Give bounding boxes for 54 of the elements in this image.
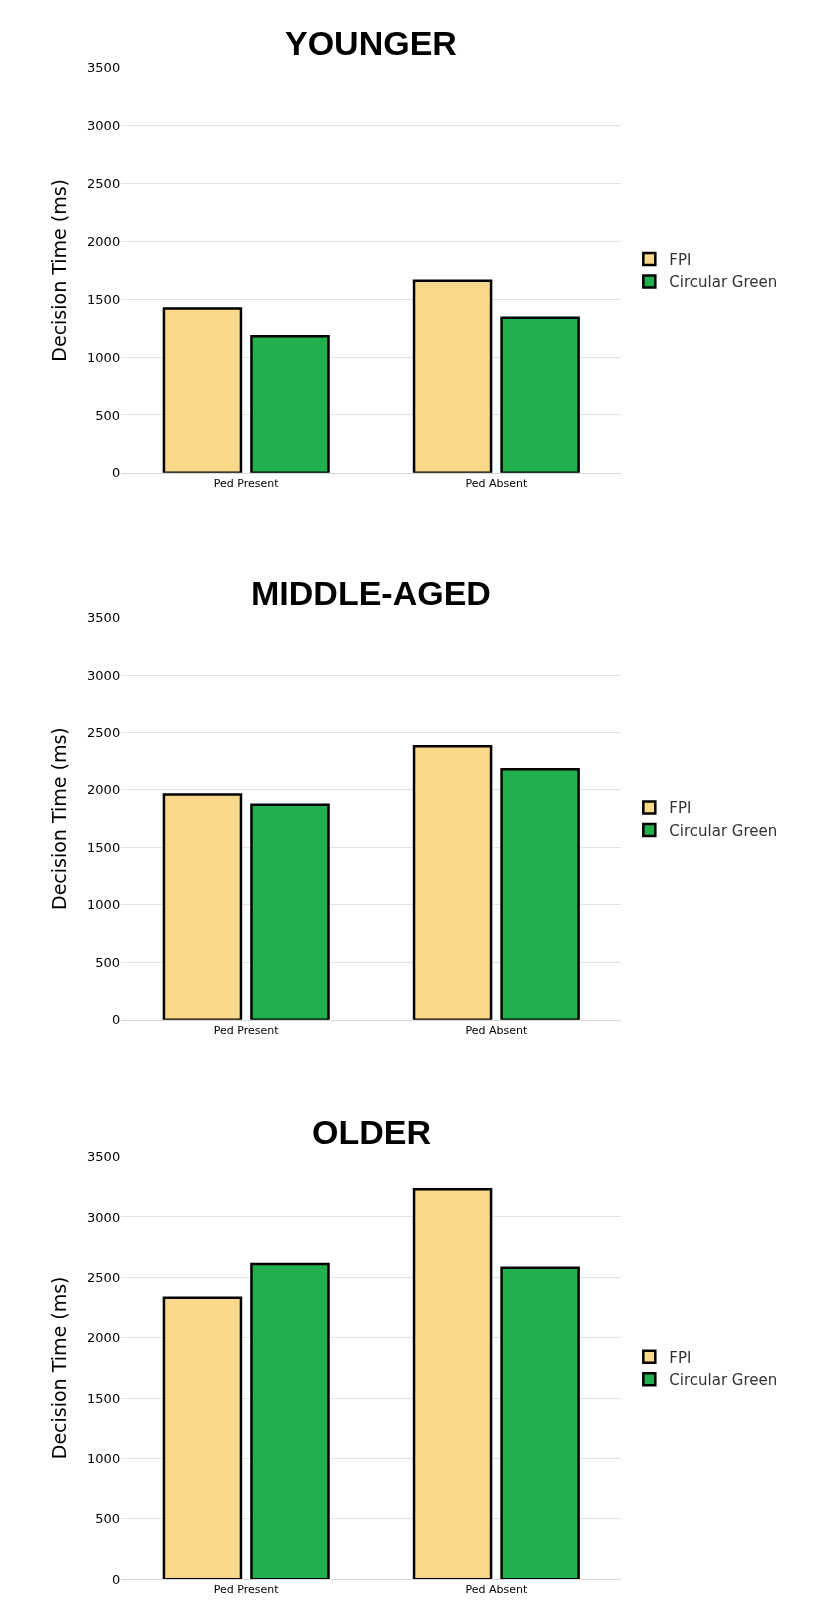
legend-label: Circular Green — [669, 273, 778, 292]
y-tick-label: 0 — [111, 1012, 121, 1028]
bar — [412, 279, 493, 473]
x-tick-label: Ped Present — [213, 1583, 280, 1597]
y-tick-label: 1000 — [87, 897, 121, 913]
bar — [162, 307, 243, 473]
chart-title: MIDDLE-AGED — [251, 574, 491, 612]
y-tick-label: 3500 — [87, 1149, 121, 1165]
y-axis-title: Decision Time (ms) — [47, 727, 70, 910]
bar — [162, 1296, 243, 1580]
chart-title: OLDER — [312, 1113, 431, 1151]
y-tick-label: 0 — [111, 465, 121, 481]
y-tick-label: 1000 — [87, 349, 121, 365]
y-tick-label: 2000 — [87, 782, 121, 798]
y-tick-label: 3000 — [87, 667, 121, 683]
y-axis-title: Decision Time (ms) — [47, 179, 70, 362]
bar — [500, 316, 580, 473]
y-tick-label: 2000 — [87, 1330, 121, 1346]
chart-title: YOUNGER — [285, 24, 457, 62]
y-tick-label: 2500 — [87, 725, 121, 741]
y-tick-label: 2000 — [87, 233, 121, 249]
bar — [412, 1187, 493, 1580]
bar — [412, 745, 493, 1020]
x-tick-label: Ped Absent — [465, 477, 528, 491]
legend-label: FPI — [669, 1348, 692, 1367]
y-axis-title: Decision Time (ms) — [47, 1276, 70, 1460]
x-tick-label: Ped Absent — [465, 1583, 528, 1597]
x-tick-label: Ped Present — [213, 1023, 280, 1037]
y-tick-label: 0 — [111, 1571, 121, 1587]
y-tick-label: 500 — [95, 954, 121, 970]
bar — [250, 803, 330, 1020]
y-tick-label: 1500 — [87, 291, 121, 307]
legend-label: FPI — [669, 250, 692, 269]
x-tick-label: Ped Present — [213, 477, 280, 491]
y-tick-label: 500 — [95, 1511, 121, 1527]
y-tick-label: 2500 — [87, 1269, 121, 1285]
legend-label: Circular Green — [669, 821, 778, 840]
bar — [162, 793, 243, 1020]
x-tick-label: Ped Absent — [465, 1023, 528, 1037]
legend-label: Circular Green — [669, 1371, 778, 1389]
bar — [500, 1266, 580, 1580]
y-tick-label: 1000 — [87, 1451, 121, 1467]
y-tick-label: 1500 — [87, 1390, 121, 1406]
y-tick-label: 3000 — [87, 1209, 121, 1225]
y-tick-label: 1500 — [87, 839, 121, 855]
bar — [250, 335, 330, 473]
bar — [500, 768, 580, 1020]
y-tick-label: 3000 — [87, 118, 121, 134]
legend-label: FPI — [669, 799, 692, 818]
y-tick-label: 3500 — [87, 610, 121, 626]
y-tick-label: 2500 — [87, 176, 121, 192]
y-tick-label: 500 — [95, 407, 121, 423]
y-tick-label: 3500 — [87, 60, 121, 76]
bar — [250, 1262, 330, 1580]
